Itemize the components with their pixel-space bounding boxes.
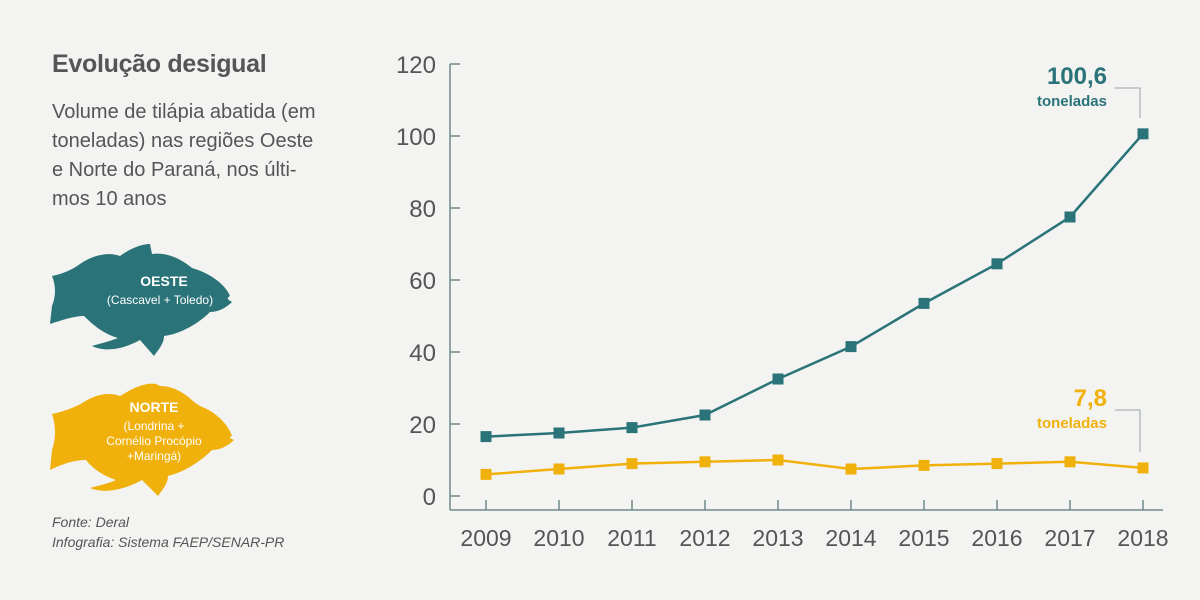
data-point-norte	[626, 458, 638, 470]
fish-legend: OESTE (Cascavel + Toledo) NORTE (Londrin…	[50, 244, 234, 496]
x-tick-label: 2012	[679, 525, 730, 551]
credit-line: Infografia: Sistema FAEP/SENAR-PR	[52, 534, 285, 550]
legend-norte-detail: Cornélio Procópio	[106, 434, 202, 448]
oeste-fish-icon	[50, 244, 232, 356]
end-unit-label: toneladas	[1037, 93, 1107, 110]
data-point-norte	[772, 454, 784, 466]
y-tick-label: 80	[409, 196, 436, 223]
data-point-norte	[1137, 462, 1149, 474]
data-point-oeste	[991, 258, 1003, 270]
series-line-norte	[485, 458, 1144, 476]
data-point-oeste	[699, 409, 711, 421]
end-value-label: 7,8	[1074, 385, 1107, 412]
subtitle-line: Volume de tilápia abatida (em	[52, 101, 316, 123]
callout-leader	[1115, 409, 1141, 452]
subtitle-line: e Norte do Paraná, nos últi-	[52, 159, 297, 181]
data-point-norte	[845, 463, 857, 475]
y-tick-label: 120	[396, 52, 436, 79]
y-tick-label: 40	[409, 340, 436, 367]
x-tick-label: 2014	[825, 525, 876, 551]
legend-oeste-name: OESTE	[140, 273, 187, 289]
data-point-oeste	[845, 341, 857, 353]
y-tick-label: 0	[423, 484, 436, 511]
data-point-oeste	[626, 422, 638, 434]
legend-norte-detail: +Maringá)	[127, 449, 181, 463]
data-point-norte	[480, 468, 492, 480]
x-tick-label: 2017	[1044, 525, 1095, 551]
data-point-oeste	[1137, 128, 1149, 140]
data-point-oeste	[918, 297, 930, 309]
data-point-oeste	[480, 431, 492, 443]
source-note: Fonte: Deral Infografia: Sistema FAEP/SE…	[52, 512, 284, 552]
subtitle-line: toneladas) nas regiões Oeste	[52, 130, 314, 152]
legend-norte-name: NORTE	[130, 399, 179, 415]
end-unit-label: toneladas	[1037, 415, 1107, 432]
data-point-norte	[918, 459, 930, 471]
y-tick-label: 20	[409, 412, 436, 439]
data-point-oeste	[553, 427, 565, 439]
end-value-label: 100,6	[1047, 63, 1107, 90]
data-point-norte	[991, 458, 1003, 470]
x-tick-label: 2018	[1117, 525, 1168, 551]
y-tick-label: 60	[409, 268, 436, 295]
legend-norte-detail: (Londrina +	[123, 419, 184, 433]
norte-fish-icon	[50, 383, 234, 496]
source-line: Fonte: Deral	[52, 514, 130, 530]
subtitle-line: mos 10 anos	[52, 188, 167, 210]
y-tick-label: 100	[396, 124, 436, 151]
data-point-norte	[1064, 456, 1076, 468]
chart-subtitle: Volume de tilápia abatida (em toneladas)…	[52, 98, 316, 214]
chart-title: Evolução desigual	[52, 50, 267, 78]
data-point-oeste	[772, 373, 784, 385]
legend-oeste-detail: (Cascavel + Toledo)	[107, 293, 213, 307]
data-point-norte	[553, 463, 565, 475]
x-tick-label: 2016	[971, 525, 1022, 551]
series-line-oeste	[485, 133, 1144, 438]
callout-leader	[1115, 87, 1141, 118]
x-tick-label: 2013	[752, 525, 803, 551]
x-tick-label: 2011	[607, 525, 656, 551]
x-tick-label: 2010	[533, 525, 584, 551]
x-tick-label: 2015	[898, 525, 949, 551]
data-point-oeste	[1064, 211, 1076, 223]
data-point-norte	[699, 456, 711, 468]
x-tick-label: 2009	[460, 525, 511, 551]
